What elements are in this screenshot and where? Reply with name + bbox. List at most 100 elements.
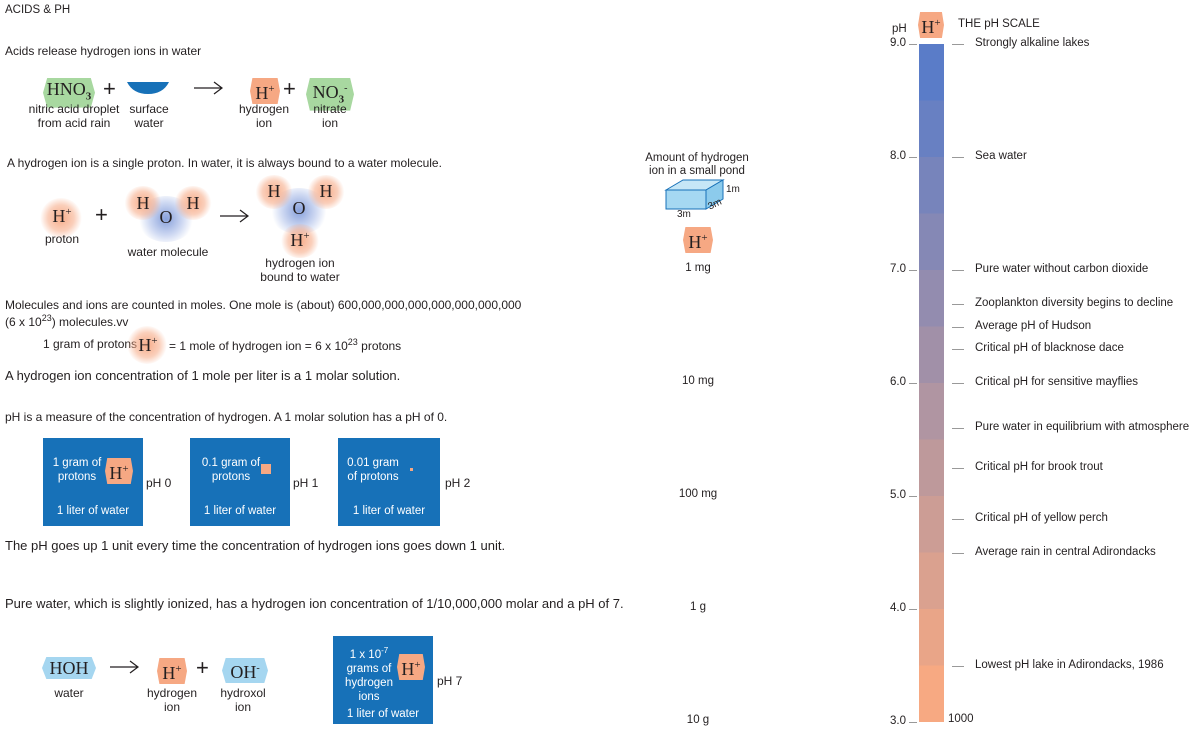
oxygen-atom: O — [292, 198, 306, 218]
label-hydroxol-ion: hydroxol ion — [220, 686, 266, 714]
ph-measure-text: pH is a measure of the concentration of … — [5, 410, 448, 424]
annotation-leader — [952, 552, 964, 554]
annotation-leader — [952, 270, 964, 271]
box-ph7: 1 x 10-7 grams of hydrogen ions H+ 1 lite… — [333, 636, 433, 724]
hydrogen-ion-chip: H+ — [157, 658, 187, 684]
box-ph2: 0.01 gram of protons 1 liter of water — [338, 438, 440, 526]
pond-amount: 1 mg — [685, 262, 711, 274]
label-water: water — [54, 686, 84, 700]
arrow-icon — [194, 81, 223, 95]
label-surface-water: surface water — [129, 102, 169, 130]
ph-tick-label: 8.0 — [890, 150, 906, 162]
ph-tick-mark — [909, 157, 917, 158]
ph-annotation: Pure water in equilibrium with atmospher… — [975, 421, 1190, 434]
goes-up-text: The pH goes up 1 unit every time the con… — [5, 538, 506, 553]
proton-square — [261, 464, 271, 474]
hydrogen-atom: H — [267, 181, 281, 201]
box-ph1: 0.1 gram of protons 1 liter of water — [190, 438, 290, 526]
hydrogen-atom: H — [186, 193, 200, 213]
pond-height-label: 1m — [726, 184, 740, 195]
ph-tick-mark — [909, 383, 917, 384]
annotation-leader — [952, 428, 964, 430]
ph-tick-label: 9.0 — [890, 37, 906, 49]
hoh-chip: HOH — [42, 657, 96, 679]
hydrogen-ion-chip: H+ — [683, 227, 713, 253]
annotation-leader — [952, 157, 964, 158]
molar-text: A hydrogen ion concentration of 1 mole p… — [5, 368, 401, 383]
ph-annotation: Sea water — [975, 150, 1027, 162]
ph-label: pH 0 — [146, 476, 172, 490]
ph-label: pH 2 — [445, 476, 471, 490]
label-droplet: nitric acid droplet from acid rain — [28, 102, 120, 130]
equals-mole-text: = 1 mole of hydrogen ion = 6 x 1023 prot… — [169, 337, 402, 353]
annotation-leader — [952, 665, 964, 667]
annotation-leader — [952, 44, 964, 45]
annotation-leader — [952, 303, 964, 305]
hno3-chip: HNO3 — [43, 78, 95, 108]
box-liter: 1 liter of water — [56, 505, 130, 517]
label-nitrate-ion: nitrate ion — [313, 102, 347, 130]
ph-tick-mark — [909, 609, 917, 610]
ph-tick-label: 5.0 — [890, 489, 906, 501]
hydrogen-ion-chip: H+ — [105, 458, 133, 484]
hydrogen-ion-atom: H+ — [290, 230, 310, 250]
plus-sign: + — [103, 76, 116, 101]
hydrogen-glow — [307, 175, 345, 209]
ph-scale-bar — [919, 44, 944, 722]
plus-sign: + — [95, 202, 108, 227]
ph-tick-label: 7.0 — [890, 263, 906, 275]
ph-tick-label: 4.0 — [890, 602, 906, 614]
gram-of-protons-label: 1 gram of protons — [43, 337, 138, 351]
ph-tick-label: 3.0 — [890, 715, 906, 727]
hydrogen-atom: H — [136, 193, 150, 213]
label-proton: proton — [44, 232, 80, 246]
ph-tick-mark — [909, 722, 917, 723]
ph-tick-mark — [909, 44, 917, 45]
label-water-molecule: water molecule — [127, 245, 209, 259]
box-amount: 1 x 10-7 grams of hydrogen ions — [345, 646, 393, 703]
nitrate-chip: NO3- — [306, 78, 354, 111]
label-hydrogen-ion: hydrogen ion — [146, 686, 198, 714]
page-title: ACIDS & PH — [5, 4, 71, 16]
pond-title: Amount of hydrogen ion in a small pond — [645, 152, 749, 177]
section-heading-proton: A hydrogen ion is a single proton. In wa… — [7, 156, 442, 170]
ph-annotation: Zooplankton diversity begins to decline — [975, 296, 1174, 309]
ph-axis-label: pH — [892, 23, 907, 35]
pond-amount: 100 mg — [678, 488, 718, 500]
ph-annotation: Critical pH of yellow perch — [975, 511, 1108, 524]
hydrogen-ion-chip: H+ — [250, 78, 280, 104]
box-liter: 1 liter of water — [352, 505, 426, 517]
arrow-icon — [220, 209, 249, 223]
ph-annotation: Critical pH for sensitive mayflies — [975, 376, 1138, 388]
pure-water-text: Pure water, which is slightly ionized, h… — [5, 596, 624, 611]
ph-tick-mark — [909, 496, 917, 497]
annotation-leader — [952, 349, 964, 351]
surface-water-icon — [127, 82, 169, 94]
annotation-leader — [952, 383, 964, 384]
proton-glow — [127, 326, 167, 364]
ph-label: pH 1 — [293, 476, 319, 490]
annotation-leader — [952, 518, 964, 520]
label-bound-ion: hydrogen ion bound to water — [260, 256, 340, 284]
box-ph0: 1 gram of protons H+ 1 liter of water — [43, 438, 143, 526]
pond-amount: 10 g — [686, 714, 710, 726]
proton-atom: H+ — [52, 206, 72, 226]
pond-width-label: 3m — [677, 209, 691, 220]
ph-annotation: Pure water without carbon dioxide — [975, 263, 1149, 275]
arrow-icon — [110, 660, 139, 674]
mole-text-1: Molecules and ions are counted in moles.… — [5, 298, 522, 312]
hydrogen-glow — [174, 186, 212, 220]
hydrogen-ion-chip: H+ — [918, 12, 944, 38]
mole-text-2: (6 x 1023) molecules.vv — [5, 313, 129, 329]
ph-tick-label: 6.0 — [890, 376, 906, 388]
ph-annotation: Average rain in central Adirondacks — [975, 545, 1156, 558]
hydrogen-ion-chip: H+ — [397, 654, 425, 680]
hydroxol-chip: OH- — [222, 658, 268, 683]
proton-dot — [410, 468, 413, 471]
hydrogen-atom: H — [319, 181, 333, 201]
box-amount: 1 gram of protons — [52, 457, 102, 483]
ph-annotation: Lowest pH lake in Adirondacks, 1986 — [975, 658, 1164, 671]
ph-annotation: Critical pH for brook trout — [975, 460, 1103, 473]
pond-box-icon — [664, 179, 725, 210]
box-liter: 1 liter of water — [346, 708, 420, 720]
